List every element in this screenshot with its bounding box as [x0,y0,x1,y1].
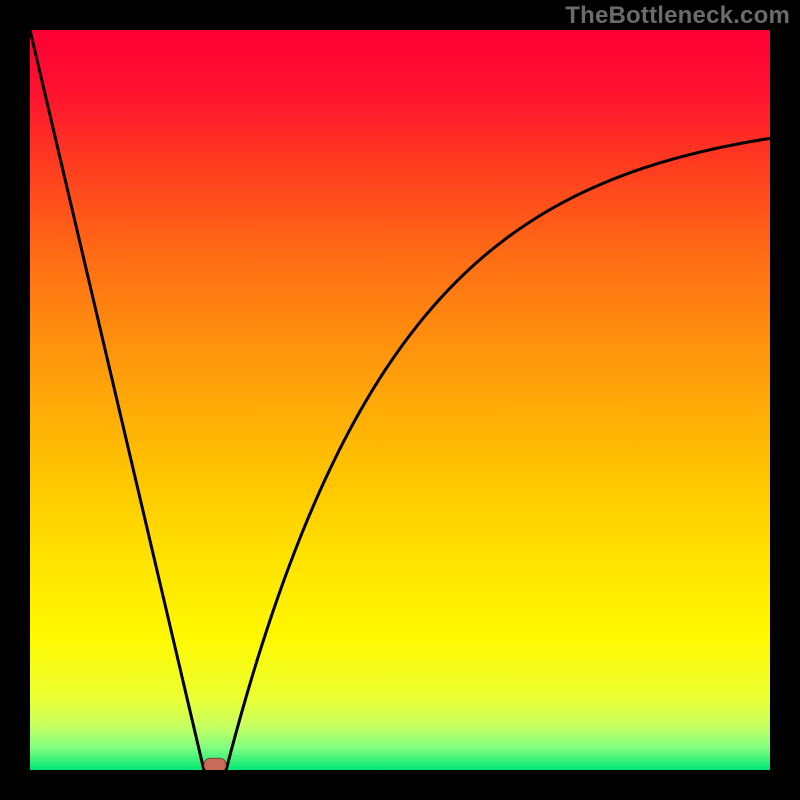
chart-container: TheBottleneck.com [0,0,800,800]
chart-frame [770,0,800,800]
gradient-background [30,30,770,770]
chart-frame [0,770,800,800]
optimal-point-marker [204,758,226,771]
chart-frame [0,0,30,800]
bottleneck-chart [0,0,800,800]
watermark-text: TheBottleneck.com [565,2,790,30]
